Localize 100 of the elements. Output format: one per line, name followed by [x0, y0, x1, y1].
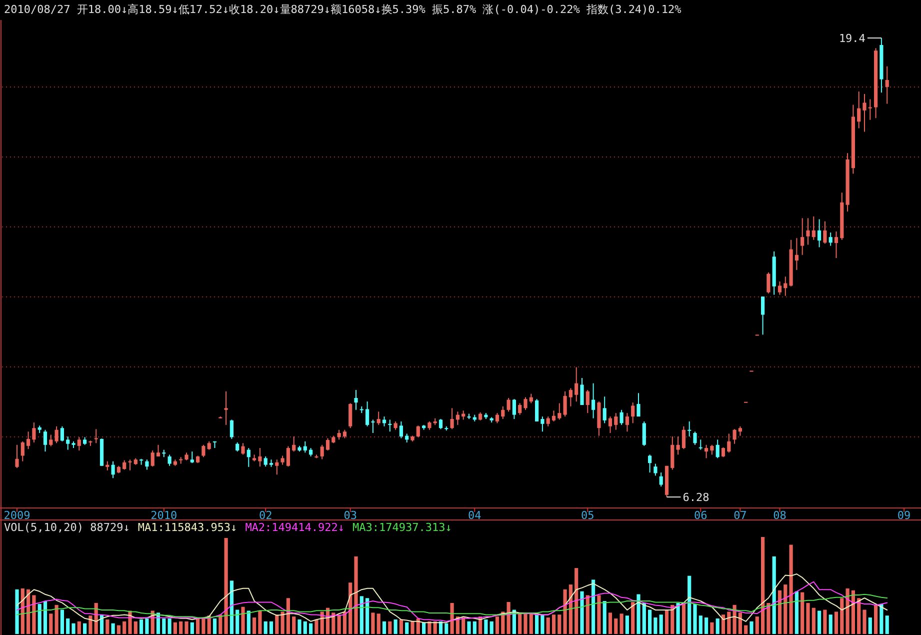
x-tick-label: 02 — [258, 509, 272, 522]
candlestick — [761, 296, 765, 336]
candlestick — [236, 442, 240, 452]
bar — [868, 618, 872, 634]
candlestick — [20, 440, 24, 462]
candlestick — [106, 460, 110, 471]
bar — [54, 604, 58, 634]
bar — [184, 621, 188, 634]
bar — [388, 621, 392, 634]
bar — [106, 619, 110, 634]
candlestick — [524, 396, 528, 410]
bar — [196, 618, 200, 634]
candlestick — [326, 438, 330, 451]
bar — [755, 616, 759, 634]
candlestick — [246, 448, 250, 468]
bar — [450, 602, 454, 634]
bar — [168, 618, 172, 634]
candlestick — [286, 446, 290, 468]
candlestick — [26, 431, 30, 450]
chart-subtitle: 2010/08/27 开18.00↓高18.59↓低17.52↓收18.20↓量88729↓额16058↓换5.39% 振5.87% 涨(-0.04)-0.22% 指数(3.24)0.12% — [4, 3, 682, 16]
bar — [66, 618, 70, 634]
bar — [794, 591, 798, 634]
x-tick-label: 2009 — [4, 509, 30, 522]
bar — [818, 610, 822, 634]
bar — [857, 598, 861, 634]
bar — [472, 621, 476, 634]
bar — [72, 623, 76, 634]
bar — [298, 619, 302, 634]
bar — [851, 590, 855, 634]
candlestick — [732, 428, 736, 444]
candlestick — [224, 390, 228, 426]
candlestick — [574, 366, 578, 402]
candlestick — [563, 390, 567, 418]
bar — [83, 623, 87, 634]
bar — [828, 614, 832, 634]
bar — [625, 616, 629, 634]
bar — [360, 596, 364, 634]
bar — [354, 556, 358, 634]
bar — [738, 612, 742, 634]
bar — [428, 621, 432, 634]
candlestick — [230, 419, 234, 440]
candlestick — [382, 416, 386, 427]
candlestick — [812, 216, 816, 240]
candlestick — [625, 412, 629, 432]
bar — [546, 618, 550, 634]
candlestick — [337, 429, 341, 440]
bar — [405, 622, 409, 634]
bar — [38, 604, 42, 634]
bar — [275, 614, 279, 634]
bar — [846, 588, 850, 634]
bar — [800, 592, 804, 634]
x-tick-label: 2010 — [150, 509, 178, 522]
candlestick — [823, 220, 827, 244]
candlestick — [354, 389, 358, 410]
candlestick — [676, 436, 680, 456]
bar — [410, 621, 414, 634]
chart-title: VOL(5,10,20) 88729↓ — [4, 521, 130, 534]
candlestick — [111, 460, 115, 479]
candlestick — [292, 436, 296, 452]
candlestick — [348, 402, 352, 429]
candlestick — [54, 426, 58, 444]
text: MA1:115843.953↓ — [138, 521, 238, 534]
bar — [784, 584, 788, 634]
x-tick-label: 09 — [897, 509, 911, 522]
candlestick — [258, 448, 262, 468]
bar — [173, 622, 177, 634]
candlestick — [868, 98, 872, 120]
candlestick — [558, 402, 562, 420]
candlestick — [721, 446, 726, 458]
bar — [366, 598, 370, 634]
bar — [252, 618, 256, 634]
bar — [399, 619, 403, 634]
bar — [202, 618, 206, 634]
bar — [269, 621, 274, 634]
bar — [337, 614, 341, 634]
candlestick — [806, 218, 810, 246]
bar — [563, 589, 567, 634]
annotation: 6.28 — [682, 491, 710, 504]
bar — [670, 604, 674, 634]
candlestick — [857, 91, 861, 129]
bar — [490, 621, 494, 634]
bar — [134, 621, 138, 634]
candlestick — [462, 410, 466, 420]
bar — [631, 602, 635, 634]
x-tick-label: 03 — [344, 509, 357, 522]
candlestick — [376, 411, 380, 426]
bar — [574, 568, 578, 634]
candlestick — [592, 382, 596, 419]
bar — [608, 612, 612, 634]
bar — [264, 621, 268, 634]
bar — [834, 612, 838, 634]
candlestick — [241, 442, 245, 456]
candlestick — [682, 426, 686, 450]
bar — [529, 614, 533, 634]
candlestick — [688, 420, 692, 437]
bar — [744, 625, 748, 634]
bar — [376, 614, 380, 634]
candlestick — [784, 276, 788, 296]
candlestick — [495, 412, 500, 424]
bar — [710, 622, 714, 634]
